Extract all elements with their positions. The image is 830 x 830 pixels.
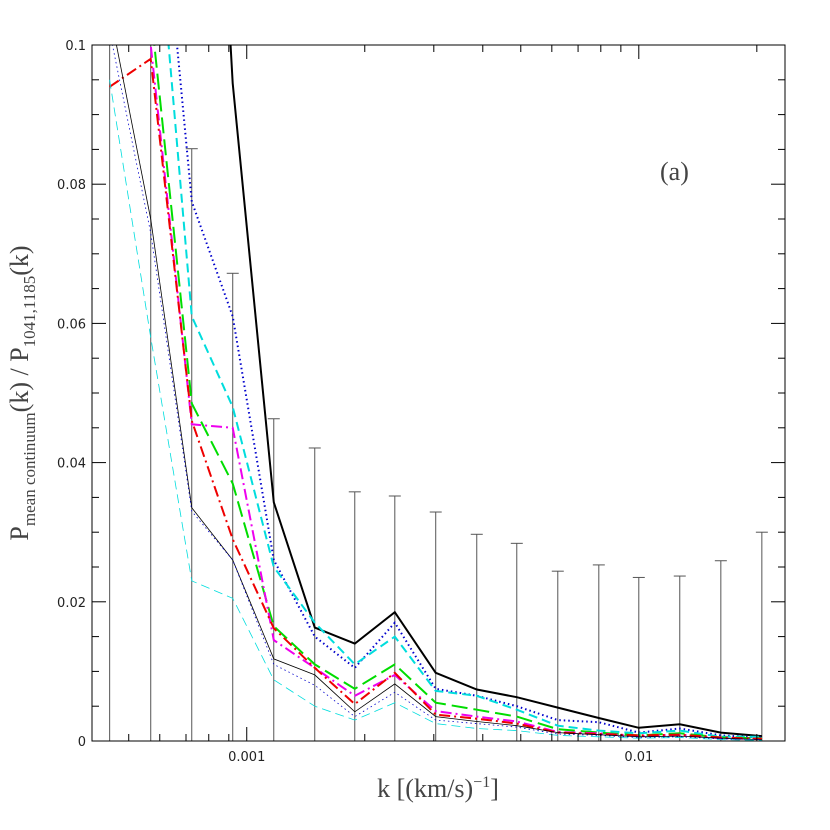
y-label-part: (k) / P <box>5 347 34 412</box>
y-tick-label: 0 <box>78 735 86 750</box>
error-bar <box>470 533 483 741</box>
series-line <box>109 79 762 741</box>
plot-area <box>109 45 768 741</box>
series-line <box>229 45 762 738</box>
y-tick-label: 0.1 <box>65 39 86 54</box>
error-bar <box>308 447 321 741</box>
error-bar <box>150 45 152 741</box>
y-label-part: mean continuum <box>20 412 39 526</box>
error-bar <box>348 491 361 741</box>
error-bar <box>267 418 280 741</box>
error-bar <box>632 576 645 741</box>
error-bar <box>673 575 686 741</box>
y-tick-label: 0.02 <box>57 596 86 611</box>
y-tick-label: 0.04 <box>57 457 86 472</box>
error-bar <box>714 560 727 741</box>
error-bar <box>551 570 564 741</box>
y-label-part: (k) <box>5 245 34 275</box>
annotation: (a) <box>660 157 689 186</box>
series-line <box>167 45 762 738</box>
series-line <box>109 57 762 740</box>
error-bar <box>510 542 523 741</box>
series-line <box>112 45 762 740</box>
x-label-part: ] <box>490 774 499 803</box>
x-label-part: −1 <box>473 774 490 791</box>
y-tick-label: 0.08 <box>57 178 86 193</box>
y-label-part: P <box>5 526 34 540</box>
error-bar <box>755 531 768 741</box>
x-tick-label: 0.01 <box>624 750 653 765</box>
error-bar <box>388 495 401 741</box>
x-axis-label: k [(km/s)−1] <box>377 774 499 803</box>
error-bar <box>109 45 111 741</box>
error-bar <box>429 511 442 741</box>
error-bar <box>185 148 198 741</box>
error-bar <box>592 564 605 741</box>
x-tick-label: 0.001 <box>228 750 265 765</box>
series-line <box>175 45 762 739</box>
error-bar <box>226 272 239 741</box>
series-line <box>116 45 762 740</box>
frame <box>91 44 786 742</box>
y-axis-label: Pmean continuum(k) / P1041,1185(k) <box>5 245 39 540</box>
x-label-part: k [(km/s) <box>377 774 473 803</box>
y-label-part: 1041,1185 <box>20 276 39 348</box>
y-tick-label: 0.06 <box>57 317 86 332</box>
